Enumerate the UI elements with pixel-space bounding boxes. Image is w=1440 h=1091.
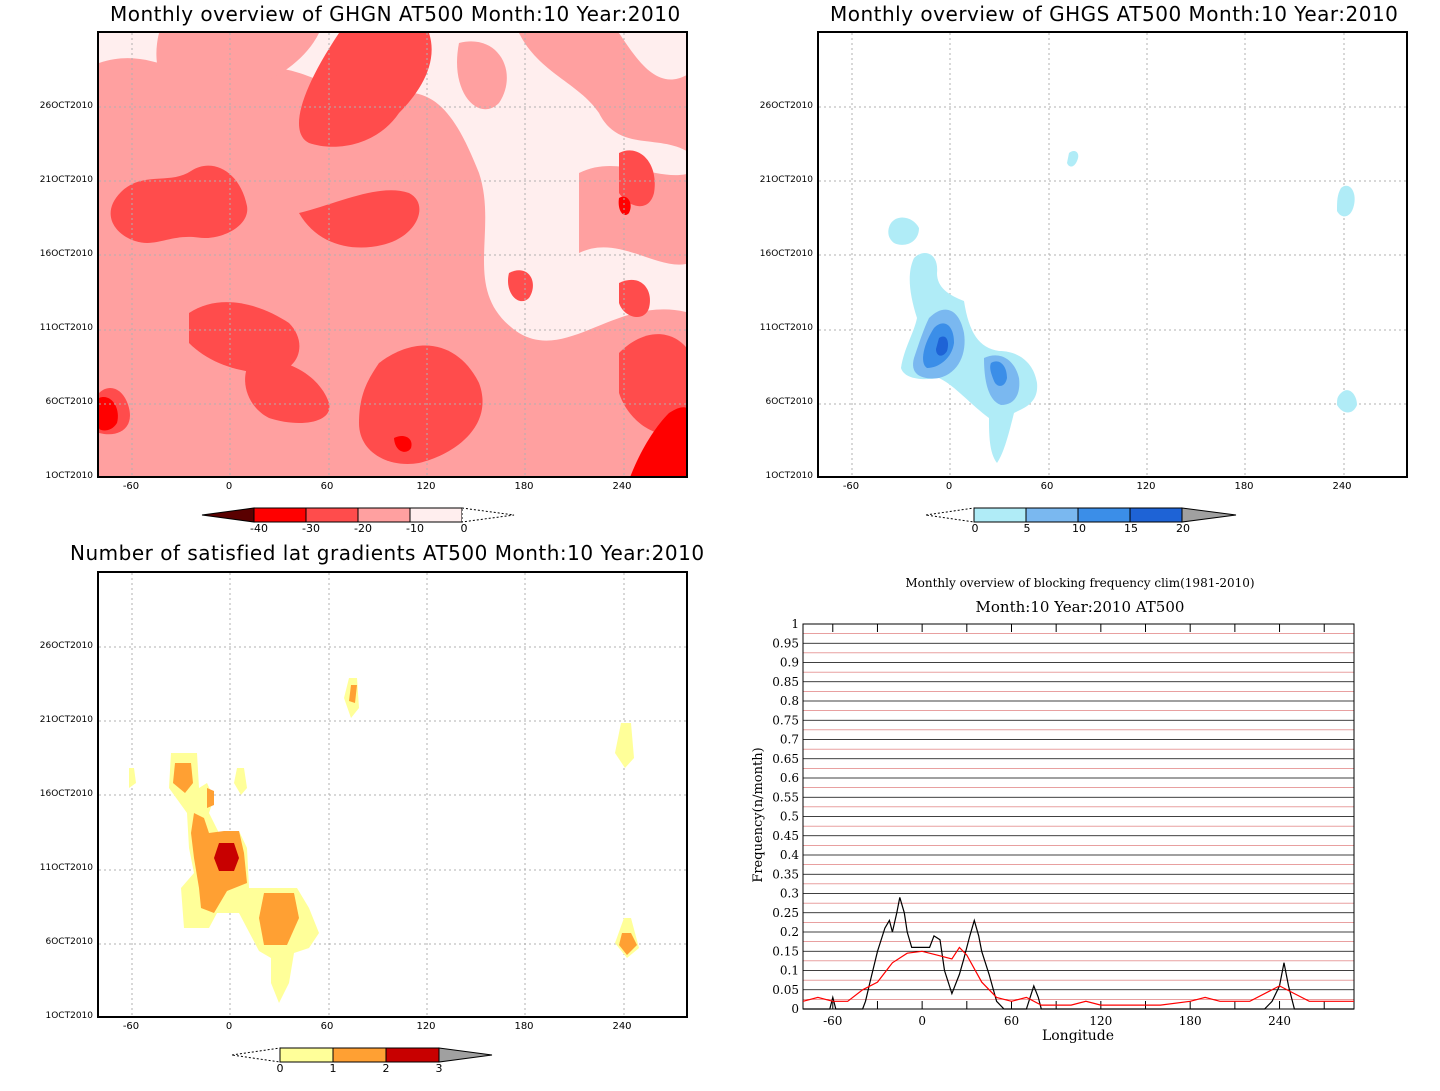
grad-cbar-label-3: 3: [435, 1062, 443, 1075]
ghgs-xtick-120: 120: [1136, 481, 1156, 492]
ghgs-xtick-m60: -60: [842, 481, 860, 492]
freq-ytick-label: 0.25: [772, 906, 799, 920]
ghgs-cbar-label-0: 0: [971, 522, 979, 535]
ghgn-xtick-180: 180: [514, 481, 534, 492]
ghgn-ytick-26oct: 26OCT2010: [39, 101, 93, 111]
grad-plot: [97, 571, 688, 1018]
freq-xtick-label: -60: [823, 1014, 842, 1028]
freq-ytick-label: 0.1: [780, 964, 799, 978]
ghgs-xtick-0: 0: [945, 481, 953, 492]
ghgs-cbar-label-15: 15: [1124, 522, 1138, 535]
ghgn-ytick-1oct: 1OCT2010: [45, 471, 94, 481]
grad-xtick-120: 120: [416, 1021, 436, 1032]
grad-ytick-1oct: 1OCT2010: [45, 1011, 94, 1021]
freq-subtitle: Month:10 Year:2010 AT500: [975, 598, 1185, 616]
ghgn-ytick-6oct: 6OCT2010: [45, 397, 94, 407]
grad-ytick-21oct: 21OCT2010: [39, 715, 93, 725]
freq-ytick-label: 0.05: [772, 983, 799, 997]
freq-ytick-label: 0.6: [780, 771, 799, 785]
grad-xtick-180: 180: [514, 1021, 534, 1032]
ghgn-ytick-21oct: 21OCT2010: [39, 175, 93, 185]
freq-ylabel: Frequency(n/month): [751, 747, 766, 882]
ghgn-cbar-label-0: 0: [460, 522, 468, 535]
ghgn-cbar-label-m40: -40: [250, 522, 268, 535]
ghgn-xtick-240: 240: [612, 481, 632, 492]
ghgs-xtick-180: 180: [1234, 481, 1254, 492]
grad-cbar-label-2: 2: [382, 1062, 390, 1075]
freq-ytick-label: 0.3: [780, 887, 799, 901]
grad-ytick-11oct: 11OCT2010: [39, 863, 93, 873]
ghgs-title: Monthly overview of GHGS AT500 Month:10 …: [830, 2, 1399, 26]
ghgs-ytick-26oct: 26OCT2010: [759, 101, 813, 111]
freq-xlabel: Longitude: [1042, 1028, 1114, 1044]
freq-ytick-label: 0.4: [780, 848, 799, 862]
freq-xtick-label: 0: [918, 1014, 926, 1028]
grad-ytick-6oct: 6OCT2010: [45, 937, 94, 947]
ghgn-cbar-label-m10: -10: [406, 522, 424, 535]
freq-series-red-line: [802, 946, 1354, 1006]
ghgs-colorbar: [925, 507, 1237, 523]
grad-ytick-16oct: 16OCT2010: [39, 789, 93, 799]
freq-ytick-label: 1: [791, 617, 799, 631]
ghgs-plot: [817, 31, 1408, 478]
freq-xtick-label: 180: [1179, 1014, 1202, 1028]
grad-xtick-240: 240: [612, 1021, 632, 1032]
freq-ytick-label: 0.35: [772, 867, 799, 881]
grad-xtick-m60: -60: [122, 1021, 140, 1032]
freq-ytick-label: 0.5: [780, 810, 799, 824]
ghgn-plot: [97, 31, 688, 478]
freq-xtick-label: 240: [1268, 1014, 1291, 1028]
ghgs-cbar-label-20: 20: [1176, 522, 1190, 535]
freq-series-black-line: [803, 897, 1354, 1010]
freq-ytick-label: 0.8: [780, 694, 799, 708]
ghgn-ytick-11oct: 11OCT2010: [39, 323, 93, 333]
ghgs-cbar-label-10: 10: [1072, 522, 1086, 535]
freq-ytick-label: 0.85: [772, 675, 799, 689]
freq-ytick-label: 0.95: [772, 636, 799, 650]
grad-xtick-0: 0: [225, 1021, 233, 1032]
freq-ytick-label: 0.75: [772, 713, 799, 727]
ghgn-xtick-0: 0: [225, 481, 233, 492]
grad-colorbar: [231, 1047, 493, 1063]
grad-cbar-label-1: 1: [329, 1062, 337, 1075]
ghgs-ytick-6oct: 6OCT2010: [765, 397, 814, 407]
freq-ytick-label: 0.45: [772, 829, 799, 843]
ghgn-cbar-label-m30: -30: [302, 522, 320, 535]
grad-cbar-label-0: 0: [276, 1062, 284, 1075]
grad-ytick-26oct: 26OCT2010: [39, 641, 93, 651]
ghgn-title: Monthly overview of GHGN AT500 Month:10 …: [110, 2, 681, 26]
ghgn-colorbar: [201, 507, 515, 523]
grad-title: Number of satisfied lat gradients AT500 …: [70, 541, 705, 565]
freq-ytick-label: 0.55: [772, 790, 799, 804]
ghgs-ytick-11oct: 11OCT2010: [759, 323, 813, 333]
ghgs-xtick-240: 240: [1332, 481, 1352, 492]
freq-xtick-label: 120: [1089, 1014, 1112, 1028]
freq-ytick-label: 0.7: [780, 733, 799, 747]
ghgs-ytick-21oct: 21OCT2010: [759, 175, 813, 185]
ghgs-ytick-16oct: 16OCT2010: [759, 249, 813, 259]
freq-ytick-label: 0.65: [772, 752, 799, 766]
grad-xtick-60: 60: [320, 1021, 334, 1032]
ghgn-ytick-16oct: 16OCT2010: [39, 249, 93, 259]
freq-ytick-label: 0: [791, 1002, 799, 1016]
ghgn-xtick-m60: -60: [122, 481, 140, 492]
ghgn-xtick-120: 120: [416, 481, 436, 492]
freq-ytick-label: 0.2: [780, 925, 799, 939]
freq-title: Monthly overview of blocking frequency c…: [905, 576, 1255, 590]
ghgn-field: [99, 33, 686, 476]
ghgs-xtick-60: 60: [1040, 481, 1054, 492]
grad-field: [99, 573, 686, 1016]
freq-chart: 0 0.05 0.1 0.15 0.2 0.25 0.3 0.35 0.4 0.45 0.5 0.55…: [751, 617, 1355, 1044]
ghgs-field: [819, 33, 1406, 476]
ghgs-ytick-1oct: 1OCT2010: [765, 471, 814, 481]
freq-ytick-label: 0.15: [772, 944, 799, 958]
ghgn-cbar-label-m20: -20: [354, 522, 372, 535]
ghgn-xtick-60: 60: [320, 481, 334, 492]
ghgs-cbar-label-5: 5: [1023, 522, 1031, 535]
freq-xtick-label: 60: [1004, 1014, 1019, 1028]
freq-ytick-label: 0.9: [780, 656, 799, 670]
